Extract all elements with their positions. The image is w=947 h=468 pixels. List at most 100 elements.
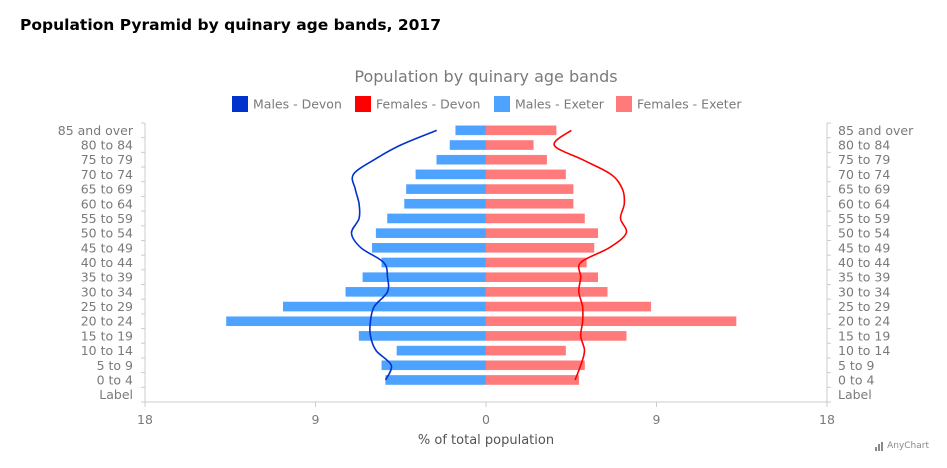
legend-item-males-exeter[interactable]: Males - Exeter	[494, 96, 605, 112]
bar-females-exeter-75-to-79[interactable]	[485, 154, 547, 165]
chart-title: Population by quinary age bands	[354, 67, 617, 86]
y-tick-label-right: 80 to 84	[838, 138, 890, 153]
page-title: Population Pyramid by quinary age bands,…	[20, 16, 441, 34]
y-tick-label-right: 10 to 14	[838, 343, 890, 358]
bar-females-exeter-5-to-9[interactable]	[485, 360, 585, 371]
bar-males-exeter-40-to-44[interactable]	[381, 257, 487, 268]
y-tick-label-right: 35 to 39	[838, 270, 890, 285]
bar-females-exeter-35-to-39[interactable]	[485, 272, 599, 282]
legend-swatch	[494, 96, 510, 112]
legend-swatch	[232, 96, 248, 112]
y-tick-label-left: 35 to 39	[81, 270, 133, 285]
legend-swatch	[616, 96, 632, 112]
y-tick-label-right: 65 to 69	[838, 182, 890, 197]
y-tick-label-left: 85 and over	[58, 123, 134, 138]
y-tick-label-left: 10 to 14	[81, 343, 133, 358]
x-tick-label: 9	[312, 412, 320, 427]
bar-males-exeter-55-to-59[interactable]	[387, 213, 487, 224]
legend-label: Females - Devon	[376, 97, 480, 112]
y-tick-label-right: 85 and over	[838, 123, 914, 138]
y-tick-label-right: 45 to 49	[838, 240, 890, 255]
bar-females-exeter-85-and-over[interactable]	[485, 125, 557, 136]
y-tick-label-right: 75 to 79	[838, 152, 890, 167]
bar-females-exeter-40-to-44[interactable]	[485, 257, 587, 268]
bar-males-exeter-20-to-24[interactable]	[226, 316, 487, 327]
bar-females-exeter-10-to-14[interactable]	[485, 345, 566, 356]
chart-legend: Males - Devon Females - Devon Males - Exet…	[232, 96, 742, 112]
bar-females-exeter-50-to-54[interactable]	[485, 228, 599, 238]
legend-swatch	[355, 96, 371, 112]
bar-females-exeter-70-to-74[interactable]	[485, 169, 566, 180]
y-tick-label-right: 40 to 44	[838, 255, 890, 270]
bar-females-exeter-0-to-4[interactable]	[485, 375, 580, 385]
bar-males-exeter-85-and-over[interactable]	[455, 125, 487, 136]
y-tick-label-left: 75 to 79	[81, 152, 133, 167]
y-tick-label-left: 20 to 24	[81, 314, 133, 329]
y-tick-label-left: 15 to 19	[81, 328, 133, 343]
y-tick-label-right: Label	[838, 387, 872, 402]
legend-label: Males - Devon	[253, 97, 342, 112]
y-tick-label-left: 65 to 69	[81, 182, 133, 197]
bar-males-exeter-70-to-74[interactable]	[415, 169, 487, 180]
anychart-logo-icon	[875, 441, 884, 451]
bar-males-exeter-35-to-39[interactable]	[362, 272, 487, 282]
x-tick-label: 9	[653, 412, 661, 427]
bar-males-exeter-5-to-9[interactable]	[381, 360, 487, 371]
y-tick-label-right: 70 to 74	[838, 167, 890, 182]
x-tick-label: 0	[482, 412, 490, 427]
bar-females-exeter-15-to-19[interactable]	[485, 331, 627, 341]
legend-label: Females - Exeter	[637, 97, 742, 112]
bar-males-exeter-50-to-54[interactable]	[375, 228, 487, 238]
bar-males-exeter-10-to-14[interactable]	[396, 345, 487, 356]
y-tick-label-left: 50 to 54	[81, 226, 133, 241]
legend-item-females-devon[interactable]: Females - Devon	[355, 96, 480, 112]
y-tick-label-right: 15 to 19	[838, 328, 890, 343]
bar-females-exeter-55-to-59[interactable]	[485, 213, 585, 224]
line-males-devon[interactable]	[350, 129, 438, 381]
y-tick-label-right: 30 to 34	[838, 284, 890, 299]
bar-females-exeter-20-to-24[interactable]	[485, 316, 737, 327]
y-tick-label-left: 80 to 84	[81, 138, 133, 153]
credit-text: AnyChart	[887, 441, 929, 451]
x-axis-title: % of total population	[418, 433, 554, 448]
y-tick-label-right: 5 to 9	[838, 358, 874, 373]
bar-males-exeter-30-to-34[interactable]	[345, 287, 487, 297]
bar-males-exeter-65-to-69[interactable]	[406, 184, 487, 194]
bar-females-exeter-25-to-29[interactable]	[485, 301, 652, 312]
bar-males-exeter-60-to-64[interactable]	[404, 198, 487, 209]
y-tick-label-right: 25 to 29	[838, 299, 890, 314]
y-tick-label-left: 40 to 44	[81, 255, 133, 270]
anychart-credit[interactable]: AnyChart	[875, 441, 929, 451]
bar-females-exeter-45-to-49[interactable]	[485, 243, 595, 253]
y-tick-label-right: 0 to 4	[838, 372, 874, 387]
bar-males-exeter-0-to-4[interactable]	[385, 375, 487, 385]
y-tick-label-left: 0 to 4	[97, 372, 133, 387]
y-tick-label-left: 70 to 74	[81, 167, 133, 182]
y-tick-label-right: 20 to 24	[838, 314, 890, 329]
y-tick-label-left: 60 to 64	[81, 196, 133, 211]
x-tick-label: 18	[819, 412, 835, 427]
y-tick-label-left: Label	[99, 387, 133, 402]
bar-females-exeter-65-to-69[interactable]	[485, 184, 574, 194]
y-tick-label-left: 30 to 34	[81, 284, 133, 299]
legend-item-males-devon[interactable]: Males - Devon	[232, 96, 342, 112]
y-tick-label-right: 50 to 54	[838, 226, 890, 241]
bar-males-exeter-15-to-19[interactable]	[358, 331, 487, 341]
bar-females-exeter-80-to-84[interactable]	[485, 140, 534, 150]
bar-females-exeter-30-to-34[interactable]	[485, 287, 608, 297]
bar-females-exeter-60-to-64[interactable]	[485, 198, 574, 209]
line-females-devon[interactable]	[553, 129, 628, 381]
bar-males-exeter-25-to-29[interactable]	[283, 301, 487, 312]
bar-males-exeter-45-to-49[interactable]	[372, 243, 487, 253]
bar-males-exeter-75-to-79[interactable]	[436, 154, 487, 165]
chart-bars	[226, 125, 737, 385]
y-tick-label-right: 60 to 64	[838, 196, 890, 211]
legend-item-females-exeter[interactable]: Females - Exeter	[616, 96, 742, 112]
x-tick-label: 18	[137, 412, 153, 427]
y-tick-label-right: 55 to 59	[838, 211, 890, 226]
chart-lines	[350, 129, 628, 381]
y-tick-label-left: 25 to 29	[81, 299, 133, 314]
bar-males-exeter-80-to-84[interactable]	[449, 140, 487, 150]
